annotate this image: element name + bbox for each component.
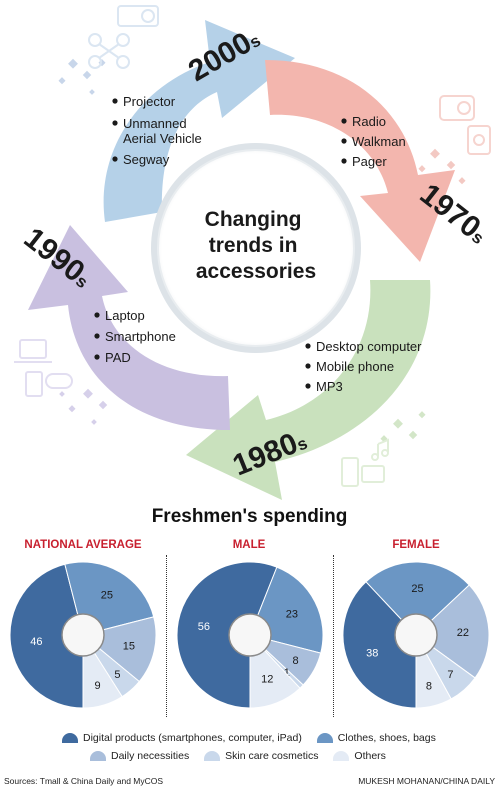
legend-row-1: Digital products (smartphones, computer,… <box>62 732 448 746</box>
legend-item-others: Others <box>333 750 386 762</box>
pie-value-label-skincare: 7 <box>447 669 453 681</box>
legend-item-skincare: Skin care cosmetics <box>204 750 319 762</box>
item-desktop-computer: Desktop computer <box>316 339 422 354</box>
pie-title-female: FEMALE <box>392 539 440 551</box>
item-pager: Pager <box>352 154 387 169</box>
music-note-icon <box>371 438 389 461</box>
pie-slice-digital <box>176 561 278 709</box>
pie-divider-1 <box>166 555 167 717</box>
center-title-line-3: accessories <box>196 260 316 283</box>
projector-icon <box>117 5 159 27</box>
center-title-line-1: Changing <box>205 208 302 231</box>
items-1970s: Radio Walkman Pager <box>341 114 406 169</box>
legend-row-2: Daily necessities Skin care cosmetics Ot… <box>90 750 398 764</box>
walkman-icon <box>467 125 491 155</box>
pie-divider-2 <box>333 555 334 717</box>
pie-value-label-digital: 38 <box>366 647 378 659</box>
pie-value-label-digital: 56 <box>198 621 210 633</box>
item-projector: Projector <box>123 94 176 109</box>
legend-item-daily: Daily necessities <box>90 750 189 762</box>
drone-icon <box>88 33 130 69</box>
legend-swatch-digital <box>62 733 78 743</box>
pie-value-label-others: 8 <box>426 680 432 692</box>
decor-squares-topleft <box>58 58 106 95</box>
items-1980s: Desktop computer Mobile phone MP3 <box>305 339 422 394</box>
pie-chart-1: 56 23 81 12 <box>176 561 324 709</box>
pie-value-label-skincare: 1 <box>284 667 290 679</box>
center-title: Changing trends in accessories <box>196 208 316 283</box>
spending-title: Freshmen's spending <box>151 506 348 527</box>
pie-value-label-digital: 46 <box>30 636 42 648</box>
pie-slice-digital <box>342 581 417 709</box>
legend-label-clothes: Clothes, shoes, bags <box>337 732 436 744</box>
center-circle <box>157 149 355 347</box>
legend-label-daily: Daily necessities <box>111 750 190 762</box>
legend-swatch-daily <box>90 751 106 761</box>
pie-value-label-skincare: 5 <box>114 669 120 681</box>
pie-slice-digital <box>9 563 84 709</box>
pie-value-label-clothes: 25 <box>411 583 423 595</box>
trends-cycle-diagram: Changing trends in accessories 2000s 197… <box>14 5 491 500</box>
item-smartphone: Smartphone <box>105 329 176 344</box>
center-title-line-2: trends in <box>209 234 298 257</box>
arrow-1980s <box>186 280 431 500</box>
pie-slice-daily <box>415 584 490 679</box>
sources-note: Sources: Tmall & China Daily and MyCOS <box>4 776 164 786</box>
item-uav-line-1: Unmanned <box>123 116 187 131</box>
item-pad: PAD <box>105 350 131 365</box>
radio-icon <box>439 95 475 121</box>
pie-title-national-average: NATIONAL AVERAGE <box>24 539 142 551</box>
legend-label-digital: Digital products (smartphones, computer,… <box>83 732 302 744</box>
pie-center-hole <box>228 613 272 657</box>
pie-center-hole <box>394 613 438 657</box>
arrow-2000s <box>103 20 295 222</box>
legend-swatch-skincare <box>204 751 221 761</box>
pie-slice-others <box>249 633 301 709</box>
laptop-icon <box>14 339 52 363</box>
pie-value-label-others: 9 <box>94 680 100 692</box>
gamepad-icon <box>45 373 73 389</box>
pie-value-label-daily: 15 <box>123 640 135 652</box>
item-mp3: MP3 <box>316 379 343 394</box>
pie-value-label-clothes: 25 <box>101 590 113 602</box>
item-segway: Segway <box>123 152 170 167</box>
legend-swatch-clothes <box>316 733 333 743</box>
pie-chart-2: 38 25 22 7 8 <box>342 561 490 709</box>
item-uav-line-2: Aerial Vehicle <box>123 131 202 146</box>
credit-note: MUKESH MOHANAN/CHINA DAILY <box>358 776 495 786</box>
item-walkman: Walkman <box>352 134 406 149</box>
pie-value-label-daily: 8 <box>293 655 299 667</box>
legend-swatch-others <box>333 751 350 761</box>
legend-item-digital: Digital products (smartphones, computer,… <box>62 732 302 744</box>
legend-label-skincare: Skin care cosmetics <box>225 750 319 762</box>
item-laptop: Laptop <box>105 308 145 323</box>
legend-label-others: Others <box>354 750 386 762</box>
arrow-1970s <box>265 60 455 262</box>
item-radio: Radio <box>352 114 386 129</box>
tablet-icon <box>25 371 43 397</box>
legend-item-clothes: Clothes, shoes, bags <box>316 732 436 744</box>
pie-value-label-clothes: 23 <box>286 609 298 621</box>
decor-squares-bottomright <box>380 411 426 443</box>
items-2000s: Projector Unmanned Aerial Vehicle Segway <box>112 94 202 167</box>
pie-value-label-daily: 22 <box>457 627 469 639</box>
pie-slice-clothes <box>365 561 470 636</box>
pie-chart-0: 46 25 15 5 9 <box>9 561 157 709</box>
phone-icon <box>341 457 385 487</box>
pie-center-hole <box>61 613 105 657</box>
pie-value-label-others: 12 <box>261 674 273 686</box>
arrow-1990s <box>28 225 230 430</box>
item-mobile-phone: Mobile phone <box>316 359 394 374</box>
items-1990s: Laptop Smartphone PAD <box>94 308 176 365</box>
pie-title-male: MALE <box>232 539 266 551</box>
